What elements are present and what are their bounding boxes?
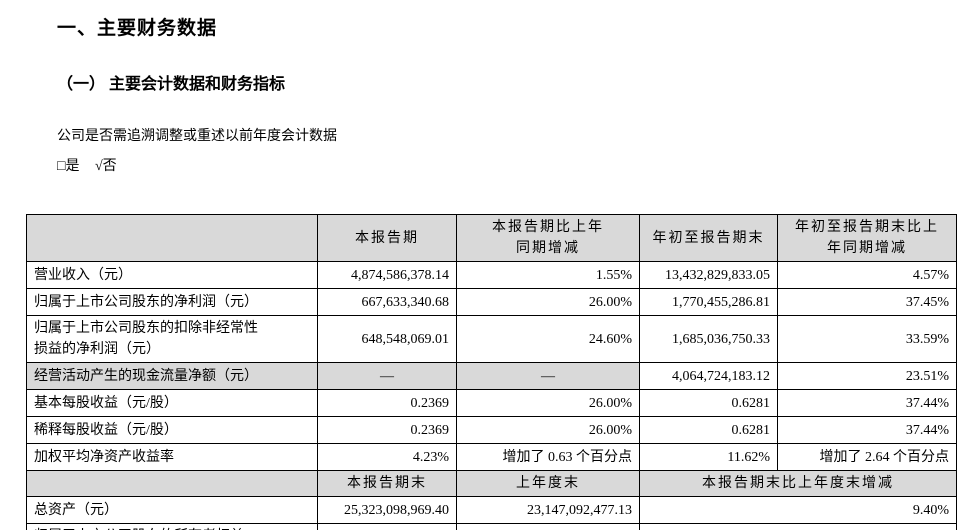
header-yoy-change: 本报告期比上年 同期增减 [456,214,640,262]
cell-value: 1,770,455,286.81 [639,288,778,316]
option-yes-checkbox: □是 [57,159,80,174]
cell-value: 15,853,954,445.08 [317,523,457,530]
row-label: 经营活动产生的现金流量净额（元） [26,362,318,390]
option-no-checked: √否 [94,159,117,174]
cell-value: 24.60% [456,315,640,363]
cell-value: 0.6281 [639,416,778,444]
cell-value: 25,323,098,969.40 [317,496,457,524]
header-current-period: 本报告期 [317,214,457,262]
cell-value: 4,064,724,183.12 [639,362,778,390]
cell-value: 23,147,092,477.13 [456,496,640,524]
table-row: 归属于上市公司股东的所有者权益 （元） 15,853,954,445.08 14… [26,523,957,530]
cell-value: 648,548,069.01 [317,315,457,363]
cell-value: 26.00% [456,288,640,316]
header-ytd: 年初至报告期末 [639,214,778,262]
period-end-header-row: 本报告期末 上年度末 本报告期末比上年度末增减 [26,470,957,497]
cell-value: 8.45% [639,523,957,530]
table-row: 加权平均净资产收益率 4.23% 增加了 0.63 个百分点 11.62% 增加… [26,443,957,471]
table-row: 经营活动产生的现金流量净额（元） — — 4,064,724,183.12 23… [26,362,957,390]
cell-value: 增加了 0.63 个百分点 [456,443,640,471]
cell-value: 37.45% [777,288,957,316]
row-label: 总资产（元） [26,496,318,524]
row-label: 归属于上市公司股东的净利润（元） [26,288,318,316]
cell-value: 667,633,340.68 [317,288,457,316]
key-financial-data-table: 本报告期 本报告期比上年 同期增减 年初至报告期末 年初至报告期末比上 年同期增… [26,214,957,530]
cell-value: 9.40% [639,496,957,524]
table-row: 营业收入（元） 4,874,586,378.14 1.55% 13,432,82… [26,261,957,289]
table-row: 归属于上市公司股东的净利润（元） 667,633,340.68 26.00% 1… [26,288,957,316]
header-empty-cell [26,470,318,497]
header-ytd-yoy-change: 年初至报告期末比上 年同期增减 [777,214,957,262]
table-row: 总资产（元） 25,323,098,969.40 23,147,092,477.… [26,496,957,524]
financial-report-page: 一、主要财务数据 （一） 主要会计数据和财务指标 公司是否需追溯调整或重述以前年… [0,13,971,530]
cell-value: 增加了 2.64 个百分点 [777,443,957,471]
header-empty-cell [26,214,318,262]
cell-value: — [456,362,640,390]
cell-value: 0.2369 [317,416,457,444]
row-label: 归属于上市公司股东的扣除非经常性 损益的净利润（元） [26,315,318,363]
cell-value: 4,874,586,378.14 [317,261,457,289]
cell-value: 11.62% [639,443,778,471]
cell-value: 14,619,021,633.06 [456,523,640,530]
subsection-title: （一） 主要会计数据和财务指标 [57,76,286,93]
table-row: 归属于上市公司股东的扣除非经常性 损益的净利润（元） 648,548,069.0… [26,315,957,363]
table-header-row: 本报告期 本报告期比上年 同期增减 年初至报告期末 年初至报告期末比上 年同期增… [26,214,957,262]
cell-value: 13,432,829,833.05 [639,261,778,289]
restatement-options: □是 √否 [57,155,971,175]
header-current-period-end: 本报告期末 [317,470,457,497]
restatement-question: 公司是否需追溯调整或重述以前年度会计数据 [57,129,337,144]
header-period-end-change: 本报告期末比上年度末增减 [639,470,957,497]
cell-value: 1,685,036,750.33 [639,315,778,363]
cell-value: 4.23% [317,443,457,471]
cell-value: 37.44% [777,416,957,444]
cell-value: 0.2369 [317,389,457,417]
cell-value: 23.51% [777,362,957,390]
row-label: 基本每股收益（元/股） [26,389,318,417]
row-label: 稀释每股收益（元/股） [26,416,318,444]
table-row: 稀释每股收益（元/股） 0.2369 26.00% 0.6281 37.44% [26,416,957,444]
table-row: 基本每股收益（元/股） 0.2369 26.00% 0.6281 37.44% [26,389,957,417]
cell-value: 4.57% [777,261,957,289]
cell-value: 1.55% [456,261,640,289]
row-label: 加权平均净资产收益率 [26,443,318,471]
cell-value: 37.44% [777,389,957,417]
cell-value: 26.00% [456,416,640,444]
header-prior-year-end: 上年度末 [456,470,640,497]
section-title: 一、主要财务数据 [57,18,218,39]
row-label: 营业收入（元） [26,261,318,289]
cell-value: — [317,362,457,390]
cell-value: 33.59% [777,315,957,363]
cell-value: 0.6281 [639,389,778,417]
cell-value: 26.00% [456,389,640,417]
row-label: 归属于上市公司股东的所有者权益 （元） [26,523,318,530]
